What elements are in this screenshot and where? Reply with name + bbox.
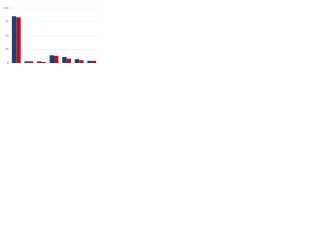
- bar: [24, 61, 29, 63]
- bar: [66, 58, 71, 63]
- bar: [49, 55, 54, 63]
- bar: [74, 59, 80, 63]
- bar: [37, 61, 42, 63]
- bar: [28, 61, 34, 63]
- bar: [54, 55, 59, 63]
- y-tick-label: 25: [5, 47, 9, 51]
- chart: 0 25 50 75 100: [3, 6, 98, 65]
- bar: [62, 56, 67, 63]
- y-tick-label: 0: [7, 61, 9, 65]
- bar: [79, 60, 84, 63]
- bar: [41, 61, 46, 63]
- bar: [16, 17, 21, 64]
- bar: [87, 60, 92, 63]
- y-tick-label: 50: [5, 33, 9, 37]
- y-tick-label: 75: [5, 20, 9, 24]
- y-tick-label: 100: [3, 6, 8, 10]
- bar: [91, 60, 97, 63]
- bar: [11, 16, 17, 63]
